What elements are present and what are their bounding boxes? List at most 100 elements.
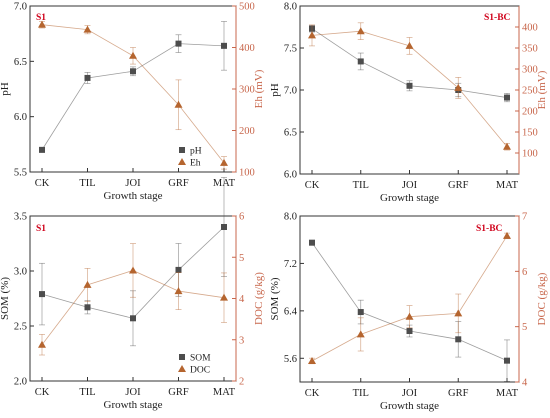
data-point xyxy=(220,158,228,166)
x-tick-label: CK xyxy=(305,388,320,399)
panel-title: S1-BC xyxy=(476,224,503,234)
y-tick-label-left: 7.5 xyxy=(284,44,297,55)
y-tick-label-left: 6.5 xyxy=(14,57,27,68)
x-tick-label: JOI xyxy=(125,387,141,398)
plot-frame xyxy=(299,215,520,383)
data-point xyxy=(356,27,365,35)
y-tick-label-left: 8.0 xyxy=(284,2,297,13)
series-eh xyxy=(308,22,511,151)
y-tick-label-left: 7.2 xyxy=(284,259,297,270)
x-tick-label: TIL xyxy=(79,178,95,189)
x-tick-label: JOI xyxy=(125,178,141,189)
panel-1: CK TIL JOI GRF MAT5.56.06.57.010020030040050… xyxy=(0,2,265,203)
data-point xyxy=(84,74,91,81)
y-tick-label-left: 2.5 xyxy=(14,322,27,333)
y-tick-label-right: 300 xyxy=(239,85,255,96)
data-point xyxy=(175,40,182,47)
series-ph xyxy=(309,24,510,103)
data-point xyxy=(406,328,413,335)
data-point xyxy=(503,142,511,150)
y-tick-label-left: 2.0 xyxy=(14,377,27,388)
data-point xyxy=(308,356,316,364)
y-tick-label-left: 6.0 xyxy=(14,112,27,123)
y-tick-label-right: 5 xyxy=(239,253,244,264)
data-point xyxy=(39,146,45,153)
y-tick-label-right: 100 xyxy=(239,168,255,179)
data-point xyxy=(175,266,182,273)
legend: SOM DOC xyxy=(178,354,211,376)
data-point xyxy=(405,312,414,320)
y-tick-label-left: 6.5 xyxy=(284,128,297,139)
panel-3: CK TIL JOI GRF MAT 2.0 2.5 3.0 3.5 2 3 4 5 6 Growth st… xyxy=(0,177,265,411)
legend-marker xyxy=(179,147,185,153)
panel-2: CK TIL JOI GRF MAT 6.0 6.5 7.0 7.5 8.0 100 150 200 25… xyxy=(269,2,548,205)
data-point xyxy=(83,280,92,288)
series-doc xyxy=(308,231,511,365)
legend-marker xyxy=(178,158,186,165)
data-point xyxy=(174,287,183,295)
y-tick-label-right: 6 xyxy=(239,212,244,223)
data-point xyxy=(174,100,183,108)
legend-label: pH xyxy=(190,147,202,157)
y-tick-label-right: 4 xyxy=(239,294,245,305)
y-tick-label-left: 3.0 xyxy=(14,267,27,278)
y-axis-label-left: pH xyxy=(269,83,281,97)
x-axis-label: Growth stage xyxy=(104,190,163,202)
x-axis-label: Growth stage xyxy=(380,192,439,204)
y-tick-label-left: 7.0 xyxy=(284,86,297,97)
data-point xyxy=(357,309,364,316)
series-line xyxy=(41,24,225,164)
series-som xyxy=(309,239,510,382)
legend-label: DOC xyxy=(190,366,210,376)
x-tick-label: CK xyxy=(305,180,320,191)
data-point xyxy=(38,340,46,348)
data-point xyxy=(357,58,364,65)
y-axis-label-left: SOM (%) xyxy=(269,277,281,320)
y-tick-label-right: 500 xyxy=(239,2,255,13)
y-tick-label-right: 200 xyxy=(522,107,538,118)
series-line xyxy=(311,235,508,362)
x-tick-label: GRF xyxy=(168,178,189,189)
legend-label: SOM xyxy=(190,354,211,364)
y-tick-label-right: 200 xyxy=(239,126,255,137)
legend: pH Eh xyxy=(178,147,202,169)
data-point xyxy=(220,293,228,301)
x-tick-label: CK xyxy=(35,178,50,189)
data-point xyxy=(309,239,315,246)
x-tick-label: TIL xyxy=(79,387,95,398)
data-point xyxy=(130,315,136,322)
y-tick-label-left: 5.5 xyxy=(14,168,27,179)
data-point xyxy=(504,94,510,101)
x-tick-label: MAT xyxy=(213,387,236,398)
data-point xyxy=(38,20,46,28)
panel-title: S1-BC xyxy=(484,13,511,23)
data-point xyxy=(455,336,462,343)
x-tick-label: GRF xyxy=(448,388,469,399)
data-point xyxy=(129,51,137,59)
panel-title: S1 xyxy=(36,224,46,234)
x-tick-label: GRF xyxy=(168,387,189,398)
y-axis-label-right: Eh (mV) xyxy=(253,69,265,108)
legend-marker xyxy=(178,365,186,372)
y-tick-label-right: 250 xyxy=(522,86,538,97)
data-point xyxy=(503,231,511,239)
y-tick-label-right: 300 xyxy=(522,65,538,76)
y-tick-label-left: 8.0 xyxy=(284,212,297,223)
x-tick-label: MAT xyxy=(496,180,519,191)
y-tick-label-left: 3.5 xyxy=(14,212,27,223)
legend-marker xyxy=(179,354,185,360)
x-tick-label: TIL xyxy=(353,388,369,399)
y-tick-label-right: 150 xyxy=(522,128,538,139)
data-point xyxy=(356,330,365,338)
y-axis-label-right: DOC (g/kg) xyxy=(253,272,265,325)
y-tick-label-left: 6.0 xyxy=(284,170,297,181)
data-point xyxy=(454,309,463,317)
y-axis-label-left: SOM (%) xyxy=(0,277,11,320)
y-tick-label-left: 5.6 xyxy=(284,354,297,365)
x-axis-label: Growth stage xyxy=(104,399,163,411)
x-tick-label: TIL xyxy=(353,180,369,191)
data-point xyxy=(130,68,136,75)
data-point xyxy=(129,266,137,274)
y-tick-label-right: 100 xyxy=(522,149,538,160)
